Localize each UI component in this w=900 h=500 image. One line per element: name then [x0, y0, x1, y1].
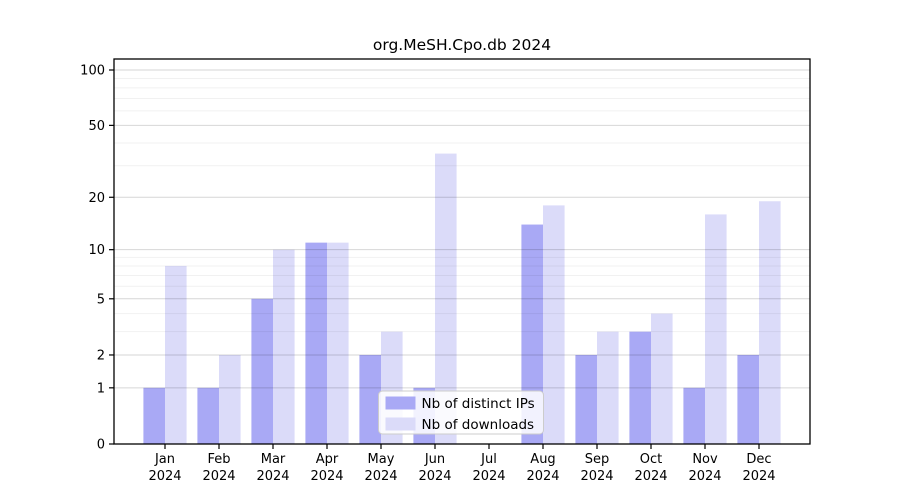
x-tick-label-year: 2024 [634, 469, 667, 484]
x-tick-label-month: Mar [261, 452, 286, 467]
x-tick-label-month: May [368, 452, 395, 467]
x-tick-label-month: Dec [746, 452, 771, 467]
legend-swatch [385, 396, 416, 410]
x-tick-label-month: Apr [316, 452, 339, 467]
y-tick-label: 10 [88, 243, 105, 258]
bar-distinct-ips-may [359, 354, 381, 444]
bar-downloads-jan [165, 265, 187, 444]
x-tick-label-year: 2024 [202, 469, 235, 484]
bar-downloads-mar [273, 249, 295, 444]
y-tick-label: 50 [88, 119, 105, 134]
x-tick-label-year: 2024 [472, 469, 505, 484]
x-tick-label-year: 2024 [418, 469, 451, 484]
bar-distinct-ips-nov [683, 387, 705, 444]
bar-distinct-ips-feb [197, 387, 219, 444]
bar-downloads-aug [543, 205, 565, 444]
bar-downloads-feb [219, 354, 241, 444]
x-tick-label-month: Nov [692, 452, 718, 467]
bar-downloads-oct [651, 313, 673, 444]
bar-distinct-ips-mar [251, 298, 273, 444]
x-tick-label-year: 2024 [688, 469, 721, 484]
legend-label: Nb of downloads [422, 417, 535, 433]
bar-distinct-ips-oct [629, 331, 651, 444]
y-tick-label: 0 [97, 438, 105, 453]
y-tick-label: 20 [88, 191, 105, 206]
bar-downloads-dec [759, 201, 781, 444]
x-tick-label-year: 2024 [364, 469, 397, 484]
bar-downloads-sep [597, 331, 619, 444]
legend-label: Nb of distinct IPs [422, 396, 535, 412]
legend-swatch [385, 417, 416, 431]
x-tick-label-year: 2024 [526, 469, 559, 484]
bar-distinct-ips-dec [737, 354, 759, 444]
x-tick-label-year: 2024 [310, 469, 343, 484]
x-tick-label-month: Aug [530, 452, 555, 467]
plot-border [113, 58, 811, 445]
bar-distinct-ips-sep [575, 354, 597, 444]
x-tick-label-month: Jul [480, 452, 497, 467]
bar-downloads-apr [327, 242, 349, 444]
y-tick-label: 5 [97, 292, 105, 307]
x-tick-label-month: Oct [640, 452, 662, 467]
x-tick-label-year: 2024 [742, 469, 775, 484]
y-tick-label: 2 [97, 348, 105, 363]
bar-distinct-ips-aug [521, 224, 543, 444]
y-tick-label: 100 [80, 64, 105, 79]
legend-box [378, 390, 544, 435]
bar-downloads-nov [705, 214, 727, 444]
x-tick-label-year: 2024 [148, 469, 181, 484]
y-tick-label: 1 [97, 381, 105, 396]
x-tick-label-month: Jan [154, 452, 175, 467]
bar-downloads-jun [435, 153, 457, 445]
x-tick-label-year: 2024 [580, 469, 613, 484]
x-tick-label-year: 2024 [256, 469, 289, 484]
x-tick-label-month: Sep [585, 452, 610, 467]
bar-distinct-ips-apr [305, 242, 327, 444]
chart-title: org.MeSH.Cpo.db 2024 [372, 36, 552, 54]
x-tick-label-month: Feb [207, 452, 230, 467]
x-tick-label-month: Jun [424, 452, 445, 467]
bar-distinct-ips-jan [143, 387, 165, 444]
